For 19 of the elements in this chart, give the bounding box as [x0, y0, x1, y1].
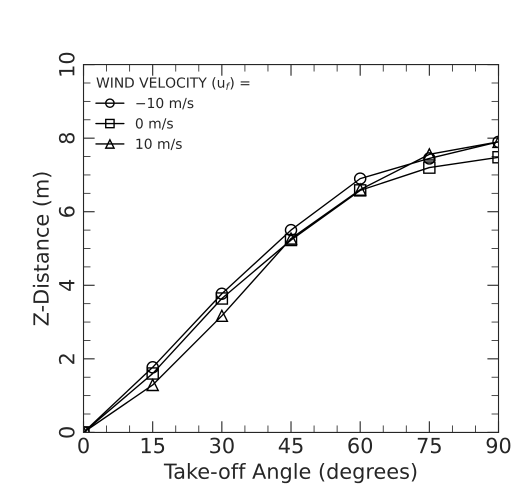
x-tick-label: 0 [78, 438, 89, 454]
legend-label: −10 m/s [136, 98, 194, 110]
y-axis-title: Z-Distance (m) [32, 172, 52, 326]
x-tick-label: 75 [418, 438, 441, 454]
legend-title: WIND VELOCITY (u$_{f}$) = [96, 77, 250, 90]
y-tick-label: 2 [58, 354, 74, 364]
x-tick-label: 15 [142, 438, 164, 454]
x-tick-label: 45 [278, 438, 302, 454]
y-tick-label: 8 [58, 132, 75, 144]
legend-label: 0 m/s [136, 118, 173, 130]
y-tick-label: 4 [59, 280, 74, 291]
x-tick-label: 60 [348, 438, 372, 454]
y-tick-label: 10 [58, 52, 75, 76]
legend-label: 10 m/s [136, 138, 182, 150]
y-tick-label: 0 [58, 427, 75, 438]
x-tick-label: 90 [486, 438, 510, 454]
x-tick-label: 30 [210, 438, 234, 454]
y-tick-label: 6 [58, 206, 75, 217]
x-axis-title: Take-off Angle (degrees) [164, 462, 416, 484]
